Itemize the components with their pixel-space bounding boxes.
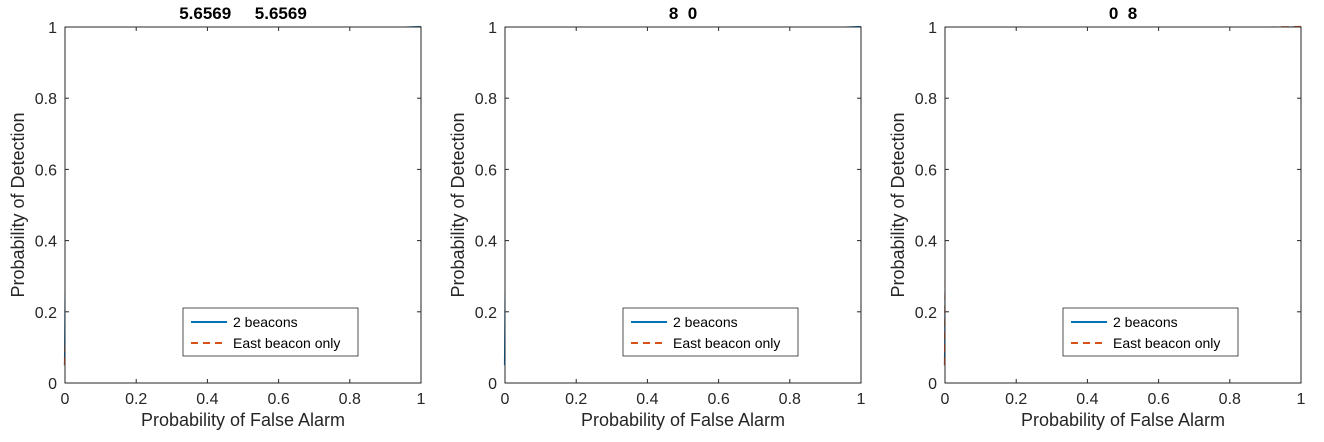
x-tick-label: 0.2 xyxy=(565,391,587,408)
x-tick-label: 0.2 xyxy=(125,391,147,408)
y-tick-label: 0.4 xyxy=(915,234,937,251)
y-tick-label: 0.8 xyxy=(915,91,937,108)
x-tick-label: 0.4 xyxy=(636,391,658,408)
legend-label: East beacon only xyxy=(1113,335,1220,351)
x-tick-label: 0.6 xyxy=(267,391,289,408)
legend: 2 beacons East beacon only xyxy=(182,307,359,357)
x-tick-label: 0.6 xyxy=(707,391,729,408)
y-tick-label: 0 xyxy=(928,376,937,393)
x-tick-label: 0 xyxy=(941,391,950,408)
legend-label: 2 beacons xyxy=(673,314,738,330)
x-axis-label: Probability of False Alarm xyxy=(1021,410,1225,430)
x-tick-label: 0.6 xyxy=(1147,391,1169,408)
x-tick-label: 0.8 xyxy=(339,391,361,408)
legend: 2 beacons East beacon only xyxy=(622,307,799,357)
x-tick-label: 0.8 xyxy=(779,391,801,408)
x-axis-label: Probability of False Alarm xyxy=(141,410,345,430)
x-tick-label: 0.2 xyxy=(1005,391,1027,408)
legend-label: 2 beacons xyxy=(233,314,298,330)
y-tick-label: 1 xyxy=(48,20,57,37)
x-axis-label: Probability of False Alarm xyxy=(581,410,785,430)
y-tick-label: 1 xyxy=(928,20,937,37)
y-tick-label: 0.2 xyxy=(475,305,497,322)
x-tick-label: 0 xyxy=(501,391,510,408)
y-tick-label: 0 xyxy=(488,376,497,393)
y-tick-label: 0.2 xyxy=(915,305,937,322)
x-tick-label: 0.4 xyxy=(1076,391,1098,408)
x-tick-label: 1 xyxy=(1297,391,1306,408)
x-tick-label: 1 xyxy=(417,391,426,408)
legend: 2 beacons East beacon only xyxy=(1062,307,1239,357)
chart-panel-2: 0 0.2 0.4 0.6 0.8 1 0 0.2 0.4 0.6 0.8 1 Probability … xyxy=(448,4,866,430)
legend-label: East beacon only xyxy=(673,335,780,351)
chart-title: 0 8 xyxy=(1109,4,1137,23)
x-tick-label: 0.8 xyxy=(1219,391,1241,408)
legend-label: 2 beacons xyxy=(1113,314,1178,330)
y-tick-label: 0 xyxy=(48,376,57,393)
chart-panel-1: 0 0.2 0.4 0.6 0.8 1 0 0.2 0.4 0.6 0.8 1 Probability … xyxy=(8,4,426,430)
x-tick-label: 1 xyxy=(857,391,866,408)
chart-title: 5.6569 5.6569 xyxy=(179,4,307,23)
y-tick-label: 0.6 xyxy=(35,162,57,179)
y-tick-label: 0.2 xyxy=(35,305,57,322)
y-axis-label: Probability of Detection xyxy=(448,112,468,297)
chart-title: 8 0 xyxy=(669,4,697,23)
y-tick-label: 0.8 xyxy=(35,91,57,108)
y-axis-label: Probability of Detection xyxy=(888,112,908,297)
legend-box xyxy=(622,307,799,357)
y-tick-label: 0.4 xyxy=(475,234,497,251)
y-tick-label: 0.8 xyxy=(475,91,497,108)
y-tick-label: 0.6 xyxy=(915,162,937,179)
x-tick-label: 0 xyxy=(61,391,70,408)
legend-box xyxy=(1062,307,1239,357)
legend-label: East beacon only xyxy=(233,335,340,351)
legend-box xyxy=(182,307,359,357)
y-tick-label: 0.6 xyxy=(475,162,497,179)
chart-panel-3: 0 0.2 0.4 0.6 0.8 1 0 0.2 0.4 0.6 0.8 1 Probability … xyxy=(888,4,1306,430)
y-tick-label: 0.4 xyxy=(35,234,57,251)
x-tick-label: 0.4 xyxy=(196,391,218,408)
y-axis-label: Probability of Detection xyxy=(8,112,28,297)
y-tick-label: 1 xyxy=(488,20,497,37)
